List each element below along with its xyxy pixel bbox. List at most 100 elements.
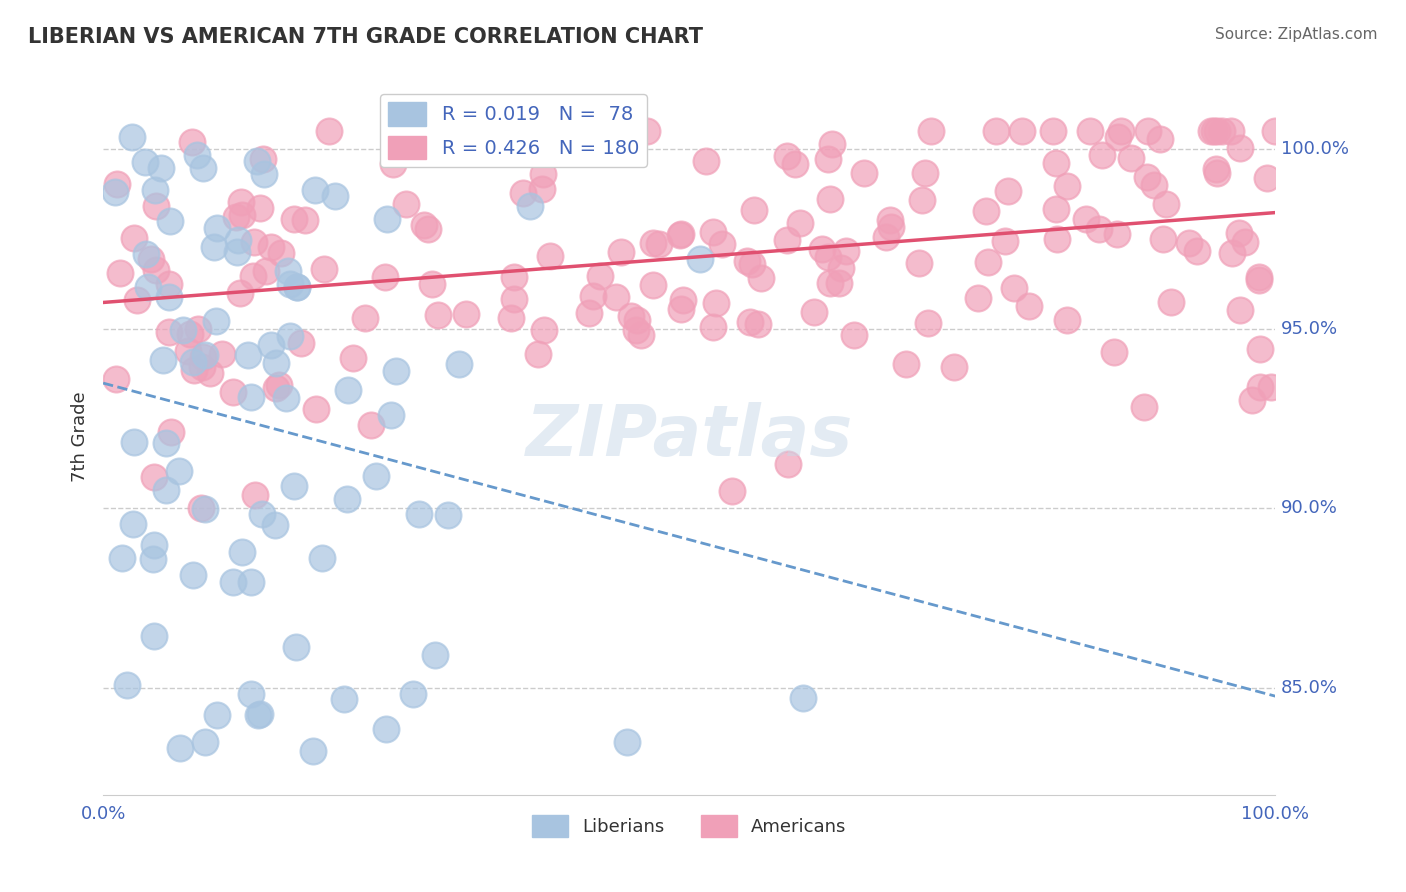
Point	[993, 234, 1015, 248]
Point	[738, 315, 761, 329]
Point	[142, 538, 165, 552]
Point	[538, 249, 561, 263]
Point	[211, 347, 233, 361]
Point	[269, 378, 291, 392]
Point	[789, 216, 811, 230]
Point	[243, 488, 266, 502]
Point	[828, 276, 851, 290]
Point	[920, 124, 942, 138]
Point	[454, 307, 477, 321]
Point	[181, 135, 204, 149]
Point	[1149, 132, 1171, 146]
Point	[557, 131, 579, 145]
Point	[689, 252, 711, 266]
Point	[191, 350, 214, 364]
Point	[145, 263, 167, 277]
Point	[1227, 227, 1250, 241]
Point	[526, 347, 548, 361]
Point	[418, 222, 440, 236]
Point	[582, 289, 605, 303]
Point	[270, 245, 292, 260]
Point	[1260, 380, 1282, 394]
Point	[172, 323, 194, 337]
Point	[264, 356, 287, 370]
Point	[138, 279, 160, 293]
Point	[609, 244, 631, 259]
Point	[1249, 380, 1271, 394]
Point	[264, 381, 287, 395]
Point	[122, 231, 145, 245]
Point	[1185, 244, 1208, 258]
Point	[1002, 281, 1025, 295]
Point	[817, 250, 839, 264]
Point	[186, 148, 208, 162]
Point	[1091, 148, 1114, 162]
Point	[139, 252, 162, 266]
Text: 95.0%: 95.0%	[1281, 319, 1339, 338]
Point	[169, 464, 191, 478]
Point	[1018, 299, 1040, 313]
Point	[778, 457, 800, 471]
Point	[125, 293, 148, 307]
Point	[669, 227, 692, 242]
Point	[997, 184, 1019, 198]
Point	[285, 279, 308, 293]
Point	[626, 313, 648, 327]
Point	[318, 124, 340, 138]
Point	[605, 290, 627, 304]
Point	[1045, 202, 1067, 216]
Point	[190, 501, 212, 516]
Point	[301, 744, 323, 758]
Point	[260, 240, 283, 254]
Point	[531, 167, 554, 181]
Point	[742, 203, 765, 218]
Point	[942, 359, 965, 374]
Point	[135, 247, 157, 261]
Point	[150, 161, 173, 175]
Point	[1211, 124, 1233, 138]
Point	[749, 271, 772, 285]
Point	[121, 130, 143, 145]
Point	[142, 470, 165, 484]
Point	[380, 408, 402, 422]
Point	[190, 359, 212, 374]
Point	[702, 319, 724, 334]
Point	[374, 270, 396, 285]
Point	[278, 277, 301, 292]
Text: LIBERIAN VS AMERICAN 7TH GRADE CORRELATION CHART: LIBERIAN VS AMERICAN 7TH GRADE CORRELATI…	[28, 27, 703, 46]
Point	[226, 244, 249, 259]
Point	[1074, 211, 1097, 226]
Point	[1143, 178, 1166, 192]
Point	[879, 220, 901, 235]
Point	[1102, 344, 1125, 359]
Point	[187, 322, 209, 336]
Point	[142, 551, 165, 566]
Point	[894, 357, 917, 371]
Point	[1220, 124, 1243, 138]
Point	[145, 199, 167, 213]
Point	[260, 337, 283, 351]
Point	[384, 364, 406, 378]
Point	[342, 351, 364, 365]
Point	[222, 385, 245, 400]
Point	[737, 253, 759, 268]
Point	[803, 305, 825, 319]
Point	[704, 296, 727, 310]
Point	[1042, 124, 1064, 138]
Point	[105, 177, 128, 191]
Point	[194, 735, 217, 749]
Point	[285, 640, 308, 654]
Point	[294, 212, 316, 227]
Point	[811, 242, 834, 256]
Point	[354, 311, 377, 326]
Point	[589, 268, 612, 283]
Point	[1256, 170, 1278, 185]
Point	[519, 199, 541, 213]
Point	[193, 501, 215, 516]
Point	[179, 327, 201, 342]
Point	[1240, 392, 1263, 407]
Point	[907, 256, 929, 270]
Point	[229, 194, 252, 209]
Point	[533, 323, 555, 337]
Point	[108, 266, 131, 280]
